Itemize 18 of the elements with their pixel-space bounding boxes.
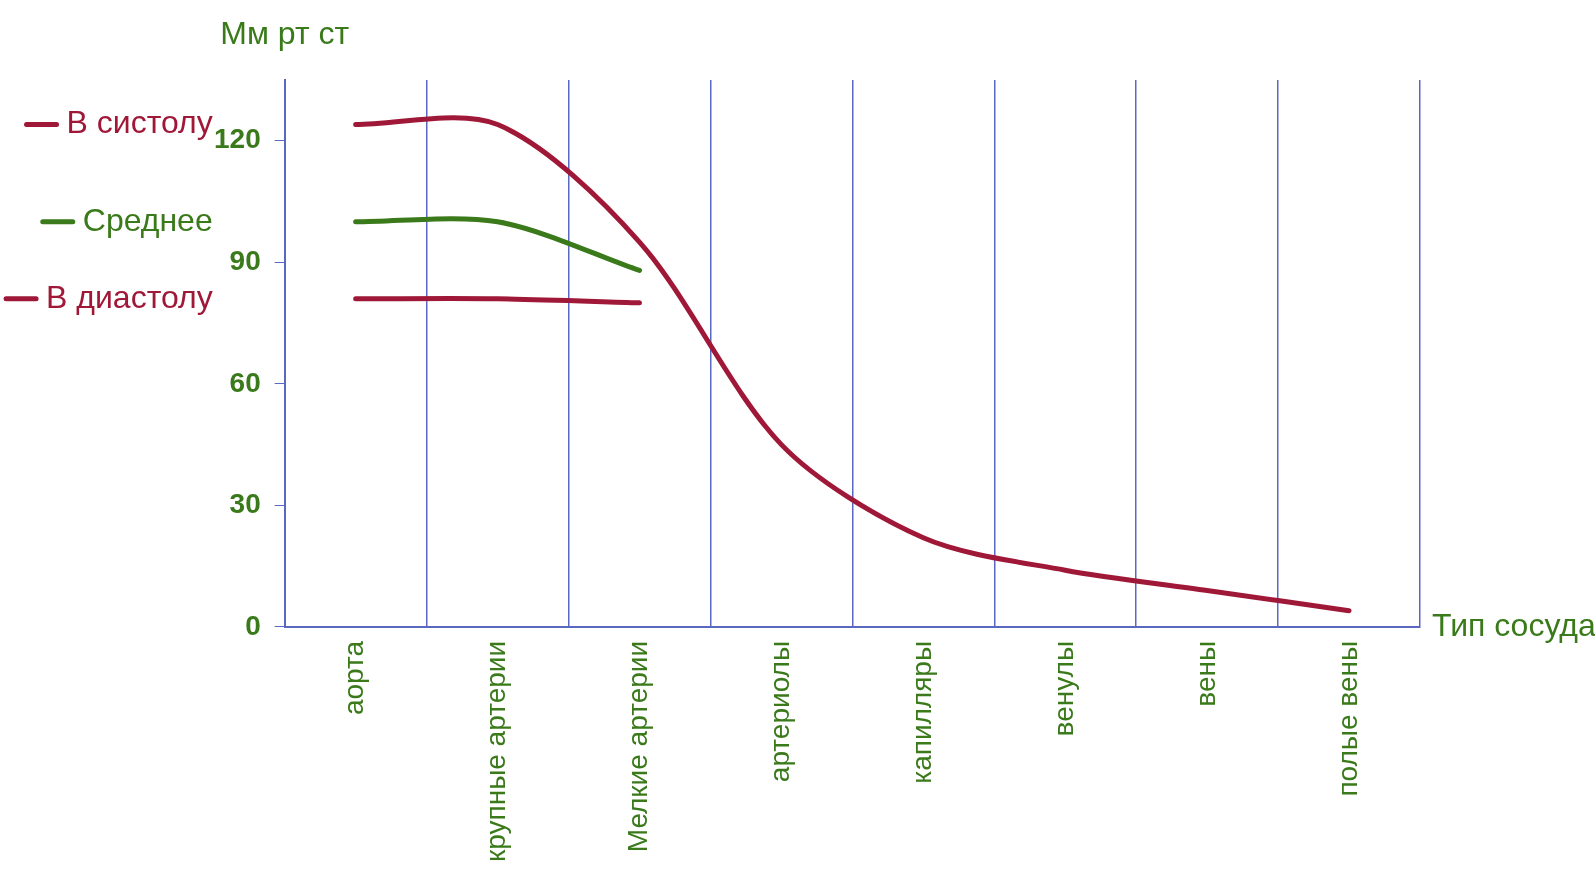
y-axis-title: Мм рт ст xyxy=(220,14,350,51)
y-tick-label: 120 xyxy=(214,123,261,155)
y-tick-label: 60 xyxy=(229,366,261,398)
x-tick-label: венулы xyxy=(1047,640,1079,737)
legend-label: В диастолу xyxy=(46,278,213,315)
y-tick-label: 90 xyxy=(229,245,261,277)
x-tick-label: артериолы xyxy=(764,640,796,783)
x-tick-label: Мелкие артерии xyxy=(622,640,654,853)
x-tick-label: крупные артерии xyxy=(480,640,512,862)
y-tick-label: 0 xyxy=(245,609,261,641)
legend-label: Среднее xyxy=(82,201,213,238)
x-axis-title: Тип сосуда xyxy=(1432,606,1595,643)
x-tick-label: капилляры xyxy=(906,640,938,784)
x-tick-label: вены xyxy=(1189,640,1221,707)
x-tick-label: аорта xyxy=(338,640,370,716)
y-tick-label: 30 xyxy=(229,488,261,520)
legend-label: В систолу xyxy=(66,104,213,141)
x-tick-label: полые вены xyxy=(1331,640,1363,797)
